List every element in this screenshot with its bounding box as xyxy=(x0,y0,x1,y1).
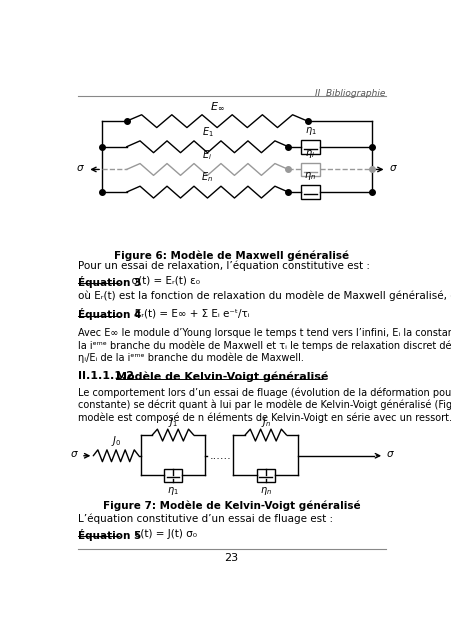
Text: Pour un essai de relaxation, l’équation constitutive est :: Pour un essai de relaxation, l’équation … xyxy=(78,260,369,271)
Bar xyxy=(300,140,320,154)
Bar xyxy=(300,163,320,177)
Text: II.1.1.1.2: II.1.1.1.2 xyxy=(78,371,133,381)
Text: ε(t) = J(t) σ₀: ε(t) = J(t) σ₀ xyxy=(124,529,196,539)
Text: $\eta_1$: $\eta_1$ xyxy=(304,125,316,137)
Text: $\sigma$: $\sigma$ xyxy=(385,449,394,460)
Text: $\sigma$: $\sigma$ xyxy=(70,449,79,460)
Text: ......: ...... xyxy=(209,451,230,461)
Text: Équation 4: Équation 4 xyxy=(78,308,141,320)
Text: $\sigma$: $\sigma$ xyxy=(76,163,85,173)
Text: Équation 5: Équation 5 xyxy=(78,529,140,541)
Text: 23: 23 xyxy=(224,553,238,563)
Text: $E_n$: $E_n$ xyxy=(201,170,213,184)
Text: Le comportement lors d’un essai de fluage (évolution de la déformation pour une : Le comportement lors d’un essai de fluag… xyxy=(78,387,451,398)
Text: Eᵣ(t) = E∞ + Σ Eᵢ e⁻ᵗ/τᵢ: Eᵣ(t) = E∞ + Σ Eᵢ e⁻ᵗ/τᵢ xyxy=(124,308,249,318)
Text: $J_0$: $J_0$ xyxy=(110,434,121,448)
Text: $E_1$: $E_1$ xyxy=(201,125,213,139)
Text: modèle est composé de n éléments de Kelvin-Voigt en série avec un ressort.: modèle est composé de n éléments de Kelv… xyxy=(78,412,451,423)
Text: Figure 6: Modèle de Maxwell généralisé: Figure 6: Modèle de Maxwell généralisé xyxy=(114,250,349,260)
Text: $E_\infty$: $E_\infty$ xyxy=(209,100,224,112)
Text: $E_i$: $E_i$ xyxy=(202,148,212,161)
Text: $\sigma$: $\sigma$ xyxy=(388,163,396,173)
Text: II  Bibliographie: II Bibliographie xyxy=(315,89,385,98)
Text: Avec E∞ le module d’Young lorsque le temps t tend vers l’infini, Eᵢ la constante: Avec E∞ le module d’Young lorsque le tem… xyxy=(78,328,451,338)
Text: $J_n$: $J_n$ xyxy=(260,415,270,429)
Bar xyxy=(256,469,274,482)
Bar xyxy=(164,469,182,482)
Text: Équation 3: Équation 3 xyxy=(78,276,140,288)
Text: $J_1$: $J_1$ xyxy=(168,415,178,429)
Text: L’équation constitutive d’un essai de fluage est :: L’équation constitutive d’un essai de fl… xyxy=(78,514,332,524)
Text: $\eta_1$: $\eta_1$ xyxy=(167,485,179,497)
Text: constante) se décrit quant à lui par le modèle de Kelvin-Voigt généralisé (Figur: constante) se décrit quant à lui par le … xyxy=(78,400,451,410)
Bar xyxy=(300,185,320,199)
Text: Figure 7: Modèle de Kelvin-Voigt généralisé: Figure 7: Modèle de Kelvin-Voigt général… xyxy=(103,500,359,511)
Text: $\eta_n$: $\eta_n$ xyxy=(259,485,271,497)
Text: la iᵉᵐᵉ branche du modèle de Maxwell et τᵢ le temps de relaxation discret défini: la iᵉᵐᵉ branche du modèle de Maxwell et … xyxy=(78,340,451,351)
Text: ηᵢ/Eᵢ de la iᵉᵐᵉ branche du modèle de Maxwell.: ηᵢ/Eᵢ de la iᵉᵐᵉ branche du modèle de Ma… xyxy=(78,353,303,364)
Text: $\eta_n$: $\eta_n$ xyxy=(304,170,316,182)
Text: Modèle de Kelvin-Voigt généralisé: Modèle de Kelvin-Voigt généralisé xyxy=(116,371,328,381)
Text: où Eᵣ(t) est la fonction de relaxation du modèle de Maxwell généralisé, qui s’éc: où Eᵣ(t) est la fonction de relaxation d… xyxy=(78,291,451,301)
Text: $\eta_i$: $\eta_i$ xyxy=(305,148,315,159)
Text: σ(t) = Eᵣ(t) ε₀: σ(t) = Eᵣ(t) ε₀ xyxy=(124,276,199,286)
